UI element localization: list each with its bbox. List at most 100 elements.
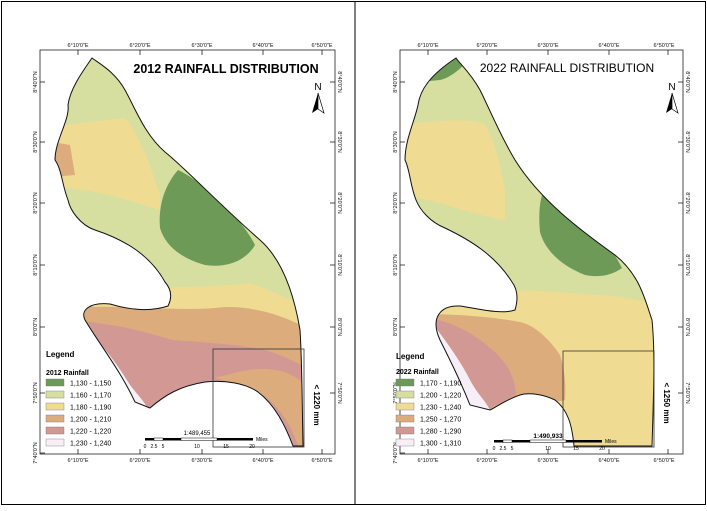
- right-lat-tick-label-right: 8°0'0"N: [684, 318, 690, 336]
- legend-swatch: [45, 414, 65, 423]
- zone-1130-1150: [159, 170, 255, 266]
- left-legend: Legend 2012 Rainfall 1,130 - 1,150 1,160 …: [45, 350, 111, 448]
- left-top-tick-label: 6°20'0"E: [129, 43, 150, 49]
- right-legend-subtitle: 2022 Rainfall: [396, 369, 439, 376]
- right-bottom-tick-label: 6°40'0"E: [598, 458, 619, 464]
- left-scale-bar: 1:489,455 Miles 0 2.5 5 10 15 20: [144, 431, 269, 450]
- right-scale-label: 5: [511, 446, 514, 452]
- left-scale-label: 5: [162, 444, 165, 450]
- zone-1200-1210-north: [55, 140, 75, 178]
- right-scale-bar: 1:490,933 Miles 0 2.5 5 10 15 20: [493, 433, 618, 452]
- left-lat-tick-label-right: 8°0'0"N: [336, 318, 342, 336]
- legend-swatch: [45, 378, 65, 387]
- right-bottom-tick-label: 6°30'0"E: [537, 458, 558, 464]
- left-lat-tick-label-right: 8°40'0"N: [336, 71, 342, 92]
- legend-swatch: [45, 390, 65, 399]
- legend-label: 1,130 - 1,150: [70, 381, 111, 388]
- left-legend-subtitle: 2012 Rainfall: [46, 370, 89, 377]
- left-lat-tick-label: 7°50'0"N: [33, 382, 39, 403]
- north-label: N: [314, 82, 321, 93]
- left-lat-tick-label: 8°10'0"N: [33, 254, 39, 275]
- right-map-title: 2022 RAINFALL DISTRIBUTION: [480, 61, 654, 75]
- right-bottom-tick-label: 6°50'0"E: [653, 458, 674, 464]
- right-inset-box: [562, 350, 655, 448]
- left-top-tick-label: 6°40'0"E: [252, 43, 273, 49]
- left-side-label: < 1220 mm: [312, 384, 321, 425]
- legend-swatch: [45, 438, 65, 447]
- right-top-tick-label: 6°50'0"E: [653, 43, 674, 49]
- left-scale-label: 20: [249, 444, 255, 450]
- left-scale-label: 2.5: [151, 444, 158, 450]
- left-lat-tick-label: 8°40'0"N: [33, 71, 39, 92]
- right-scale-label: 15: [573, 446, 579, 452]
- right-bottom-tick-label: 6°10'0"E: [417, 458, 438, 464]
- left-lat-tick-label: 8°0'0"N: [33, 318, 39, 336]
- left-lat-tick-label: 7°40'0"N: [33, 442, 39, 463]
- legend-label: 1,180 - 1,190: [70, 405, 111, 412]
- left-scale-label: 10: [194, 444, 200, 450]
- right-lat-tick-label-right: 8°10'0"N: [684, 254, 690, 275]
- left-tick-marks: [40, 50, 335, 454]
- north-arrow-icon: N: [666, 82, 679, 114]
- legend-label: 1,250 - 1,270: [420, 417, 461, 424]
- right-scale-label: 20: [599, 446, 605, 452]
- left-map-panel: 6°10'0"E 6°20'0"E 6°30'0"E 6°40'0"E 6°50…: [33, 43, 342, 464]
- zone-1180-1190: [55, 118, 160, 210]
- legend-label: 1,170 - 1,190: [420, 381, 461, 388]
- right-side-label: < 1250 mm: [662, 382, 671, 423]
- right-scale-unit: Miles: [605, 439, 617, 445]
- right-map-panel: 6°10'0"E 6°20'0"E 6°30'0"E 6°40'0"E 6°50…: [393, 43, 690, 464]
- left-lat-tick-label-right: 8°10'0"N: [336, 254, 342, 275]
- left-scale-label: 0: [144, 444, 147, 450]
- right-top-tick-label: 6°40'0"E: [598, 43, 619, 49]
- left-bottom-tick-label: 6°40'0"E: [252, 458, 273, 464]
- left-scale-ratio: 1:489,455: [184, 431, 211, 437]
- right-lat-tick-label: 8°0'0"N: [393, 318, 399, 336]
- right-scale-ratio: 1:490,933: [533, 433, 563, 440]
- right-top-tick-label: 6°30'0"E: [537, 43, 558, 49]
- left-legend-title: Legend: [46, 350, 75, 359]
- left-boundary-outline: [54, 57, 304, 447]
- right-legend-title: Legend: [396, 352, 425, 361]
- right-lat-tick-label: 8°30'0"N: [393, 131, 399, 152]
- left-lat-tick-label-right: 8°20'0"N: [336, 192, 342, 213]
- left-top-tick-label: 6°50'0"E: [311, 43, 332, 49]
- right-lat-tick-label-right: 8°40'0"N: [684, 71, 690, 92]
- right-bottom-tick-label: 6°20'0"E: [476, 458, 497, 464]
- right-tick-marks: [400, 50, 683, 454]
- left-bottom-tick-label: 6°50'0"E: [311, 458, 332, 464]
- legend-label: 1,230 - 1,240: [420, 405, 461, 412]
- right-lat-tick-label-right: 7°50'0"N: [684, 382, 690, 403]
- right-map-neatline: [399, 49, 684, 455]
- zone-1230-1240-north: [405, 120, 505, 220]
- legend-label: 1,280 - 1,290: [420, 429, 461, 436]
- left-bottom-tick-label: 6°30'0"E: [191, 458, 212, 464]
- legend-swatch: [45, 426, 65, 435]
- right-lat-tick-label: 8°10'0"N: [393, 254, 399, 275]
- north-label: N: [668, 82, 675, 93]
- legend-label: 1,300 - 1,310: [420, 441, 461, 448]
- legend-label: 1,230 - 1,240: [70, 441, 111, 448]
- right-top-tick-label: 6°20'0"E: [476, 43, 497, 49]
- legend-label: 1,220 - 1,220: [70, 429, 111, 436]
- right-scale-label: 10: [545, 446, 551, 452]
- left-lat-tick-label-right: 7°50'0"N: [336, 382, 342, 403]
- right-boundary-outline: [404, 57, 655, 447]
- right-legend: Legend 2022 Rainfall 1,170 - 1,190 1,200 …: [395, 352, 461, 448]
- right-lat-tick-label: 8°20'0"N: [393, 192, 399, 213]
- left-scale-unit: Miles: [256, 437, 268, 443]
- left-lat-tick-label: 8°30'0"N: [33, 131, 39, 152]
- legend-label: 1,200 - 1,210: [70, 417, 111, 424]
- right-scale-label: 0: [493, 446, 496, 452]
- north-arrow-icon: N: [312, 82, 325, 114]
- legend-swatch: [395, 402, 415, 411]
- left-inset-box: [212, 348, 305, 448]
- right-lat-tick-label: 7°40'0"N: [393, 442, 399, 463]
- legend-swatch: [395, 426, 415, 435]
- left-lat-tick-label-right: 8°30'0"N: [336, 131, 342, 152]
- legend-swatch: [395, 438, 415, 447]
- right-lat-tick-label: 8°40'0"N: [393, 71, 399, 92]
- right-lat-tick-label-right: 8°20'0"N: [684, 192, 690, 213]
